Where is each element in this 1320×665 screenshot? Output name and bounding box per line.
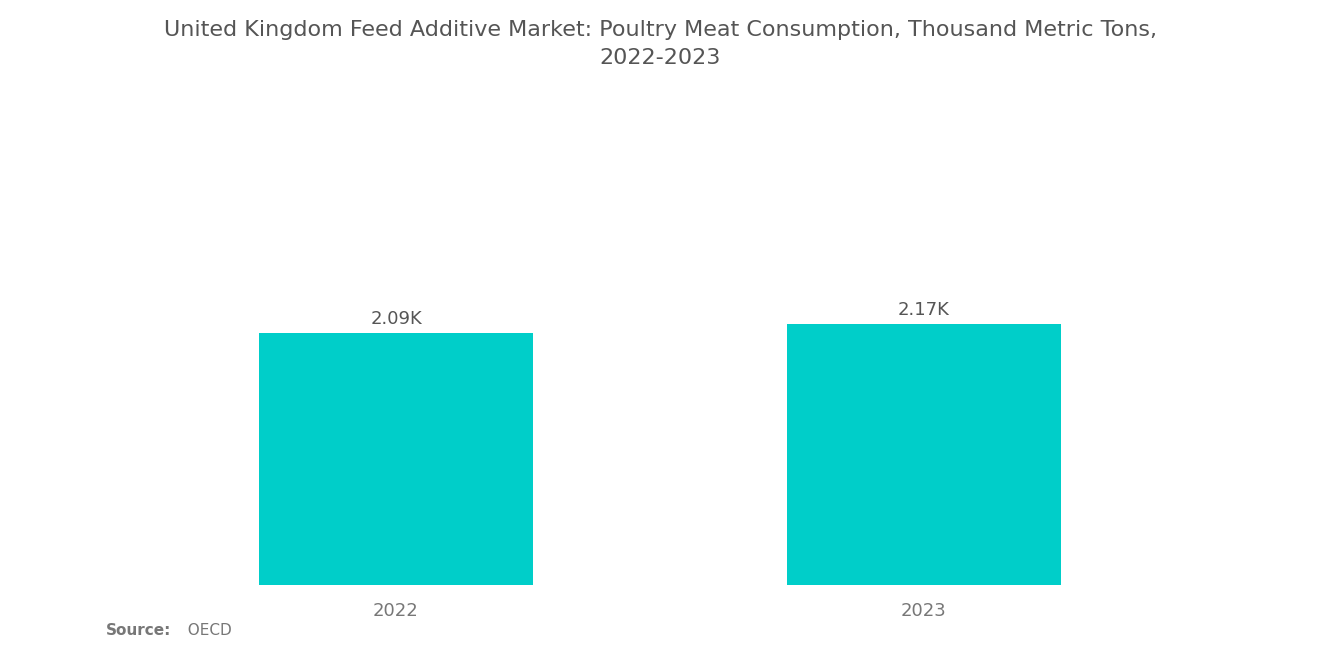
Bar: [259, 333, 533, 585]
Text: 2.09K: 2.09K: [370, 311, 422, 329]
Text: Source:: Source:: [106, 623, 172, 638]
Text: OECD: OECD: [178, 623, 232, 638]
Bar: [787, 324, 1061, 585]
Text: United Kingdom Feed Additive Market: Poultry Meat Consumption, Thousand Metric T: United Kingdom Feed Additive Market: Pou…: [164, 20, 1156, 68]
Text: 2.17K: 2.17K: [898, 301, 950, 319]
